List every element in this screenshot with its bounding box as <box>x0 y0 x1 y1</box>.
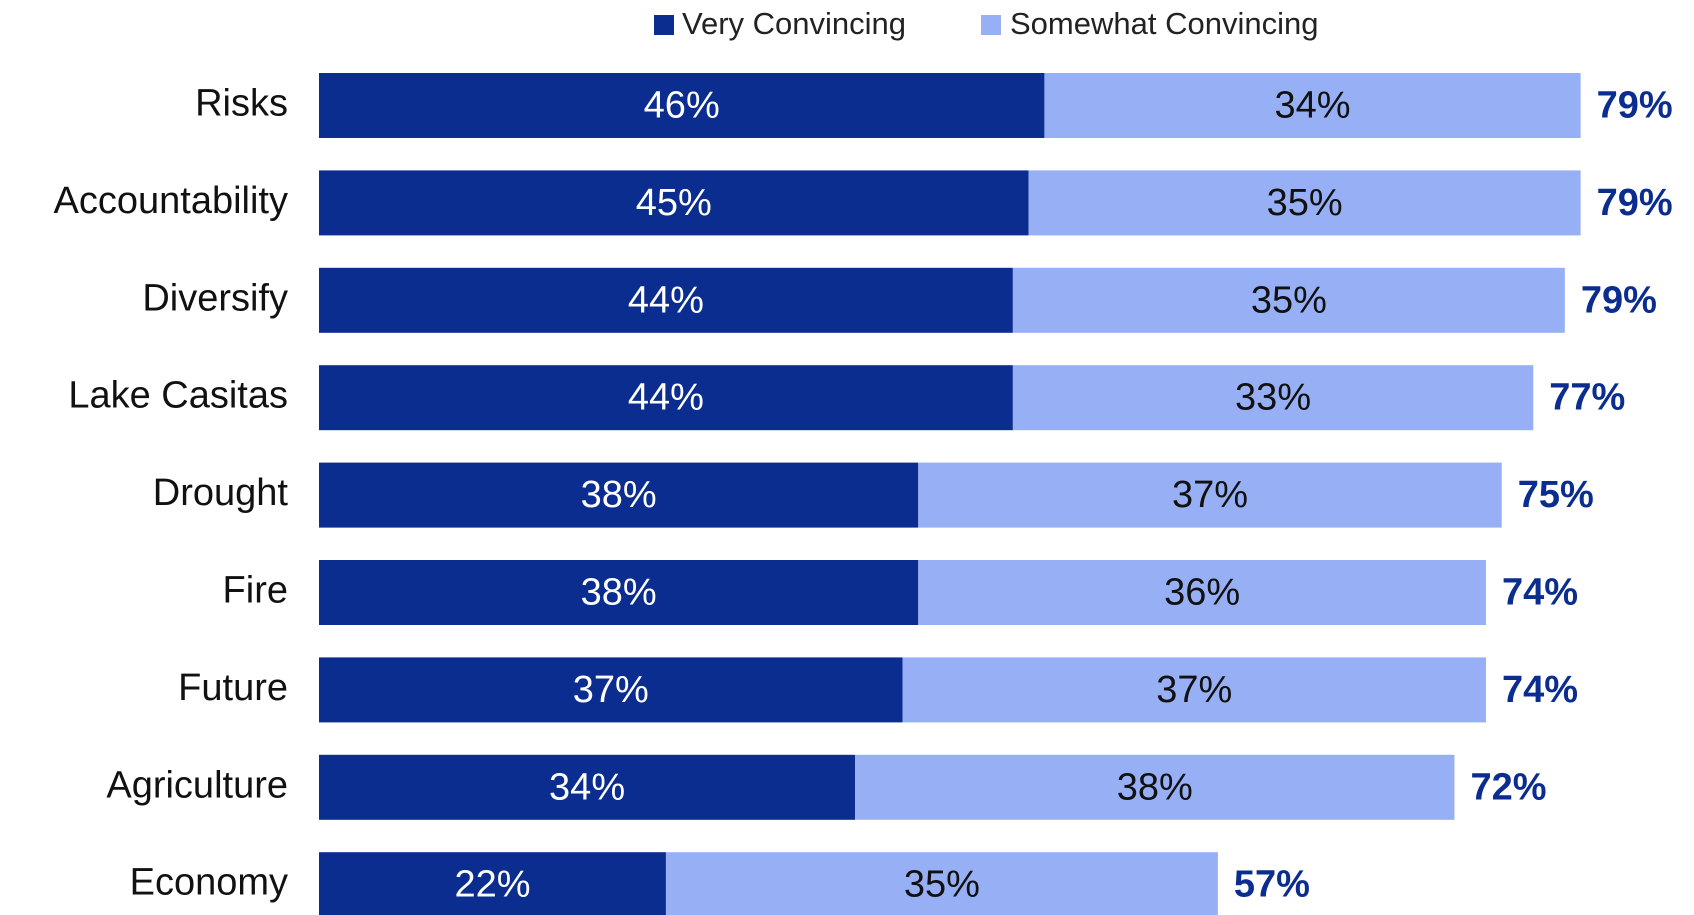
bar-segment <box>665 852 1218 915</box>
total-label: 74% <box>1502 669 1578 711</box>
bar-segment <box>319 560 919 625</box>
legend-label: Very Convincing <box>682 6 906 41</box>
bar-segment <box>319 754 856 820</box>
bar-segment <box>918 462 1502 528</box>
y-tick-label: Accountability <box>54 180 288 222</box>
bar-segment <box>1028 170 1581 236</box>
bar-segment <box>1012 365 1534 431</box>
total-label: 74% <box>1502 572 1578 614</box>
data-label: 35% <box>1267 182 1343 224</box>
data-label: 36% <box>1164 572 1240 614</box>
bar-segment <box>319 462 919 528</box>
total-label: 57% <box>1234 864 1310 906</box>
bar-segment <box>902 657 1486 723</box>
total-label: 75% <box>1518 474 1594 516</box>
data-label: 37% <box>1156 669 1232 711</box>
bar-segment <box>319 170 1029 236</box>
data-label: 37% <box>573 669 649 711</box>
legend-swatch <box>981 15 1001 35</box>
data-label: 46% <box>644 85 720 127</box>
bar-segment <box>1012 267 1565 333</box>
bar-segment <box>855 754 1455 820</box>
data-label: 44% <box>628 279 704 321</box>
bar-segment <box>319 73 1045 138</box>
y-tick-label: Economy <box>130 862 288 904</box>
bar-segment <box>319 365 1013 431</box>
data-label: 44% <box>628 377 704 419</box>
legend-swatch <box>654 15 674 35</box>
data-label: 38% <box>1117 766 1193 808</box>
bar-segment <box>918 560 1486 625</box>
y-tick-label: Fire <box>223 570 288 612</box>
y-tick-label: Lake Casitas <box>68 375 288 417</box>
bar-segment <box>1044 73 1581 138</box>
data-label: 35% <box>1251 279 1327 321</box>
data-label: 22% <box>454 864 530 906</box>
legend-label: Somewhat Convincing <box>1010 6 1318 41</box>
total-label: 79% <box>1597 85 1673 127</box>
data-label: 35% <box>904 864 980 906</box>
total-label: 79% <box>1581 279 1657 321</box>
total-label: 79% <box>1597 182 1673 224</box>
y-tick-label: Diversify <box>142 277 288 319</box>
bar-segment <box>319 267 1013 333</box>
y-tick-label: Drought <box>153 472 289 514</box>
total-label: 77% <box>1549 377 1625 419</box>
y-tick-label: Risks <box>195 83 288 125</box>
data-label: 34% <box>549 766 625 808</box>
data-label: 33% <box>1235 377 1311 419</box>
bar-segment <box>319 852 666 915</box>
data-label: 34% <box>1274 85 1350 127</box>
data-label: 37% <box>1172 474 1248 516</box>
y-tick-label: Agriculture <box>106 764 288 806</box>
y-tick-label: Future <box>178 667 288 709</box>
data-label: 38% <box>581 474 657 516</box>
data-label: 38% <box>581 572 657 614</box>
data-label: 45% <box>636 182 712 224</box>
total-label: 72% <box>1470 766 1546 808</box>
bar-segment <box>319 657 903 723</box>
